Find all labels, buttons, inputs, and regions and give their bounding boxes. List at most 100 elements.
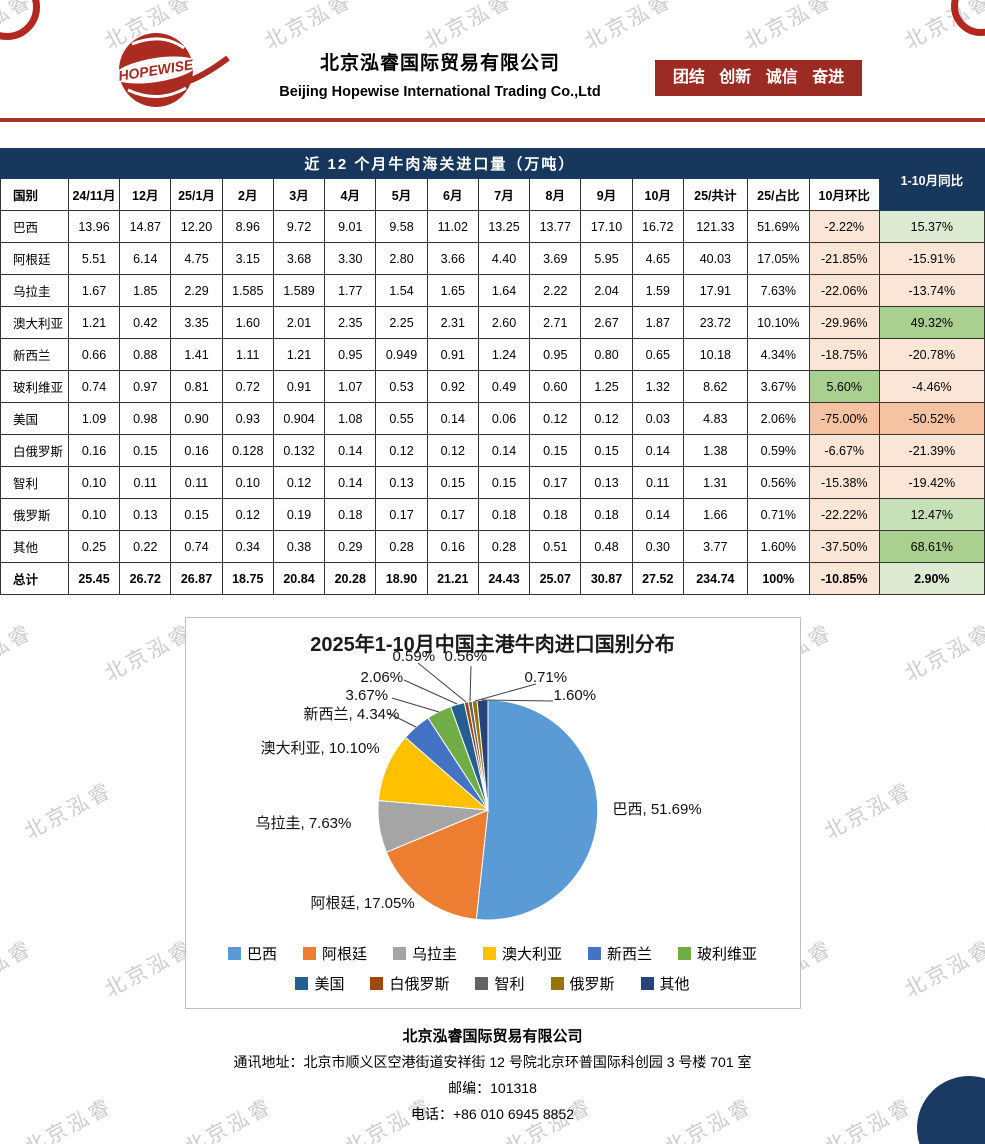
yoy-change-cell: 68.61% (878, 530, 985, 563)
table-row: 巴西 13.96 14.87 12.20 8.96 9.72 9.01 9.58 11.02 13… (0, 210, 985, 243)
value-cell: 30.87 (580, 562, 633, 595)
value-cell: 17.10 (580, 210, 633, 243)
corner-decoration-top-right (951, 0, 985, 36)
pie-label: 3.67% (345, 687, 389, 704)
value-cell: 1.32 (631, 370, 684, 403)
legend-swatch (588, 947, 602, 960)
company-name-en: Beijing Hopewise International Trading C… (279, 84, 601, 100)
value-cell: 2.35 (324, 306, 377, 339)
value-cell: 0.03 (631, 402, 684, 435)
callout-leader-line (417, 662, 466, 703)
yoy-change-cell: -21.39% (878, 434, 985, 467)
column-header-yoy: 1-10月同比 (878, 148, 985, 211)
column-header: 国别 (0, 178, 69, 211)
value-cell: 25.45 (67, 562, 121, 595)
value-cell: 3.66 (426, 242, 479, 275)
value-cell: 4.34% (746, 338, 810, 371)
country-cell: 俄罗斯 (0, 498, 69, 531)
value-cell: 0.15 (477, 466, 531, 499)
value-cell: 0.15 (426, 466, 479, 499)
column-header: 10月环比 (808, 178, 880, 211)
value-cell: 3.35 (170, 306, 223, 339)
yoy-change-cell: 2.90% (878, 562, 985, 595)
table-row: 其他 0.25 0.22 0.74 0.34 0.38 0.29 0.28 0.16 0.28 0.… (0, 530, 985, 563)
value-cell: 0.71% (746, 498, 810, 531)
callout-leader-line (391, 697, 439, 713)
value-cell: 0.15 (580, 434, 633, 467)
header-divider (0, 118, 985, 122)
value-cell: 26.87 (170, 562, 223, 595)
value-cell: 10.10% (746, 306, 810, 339)
column-header: 5月 (375, 178, 428, 211)
pie-label: 乌拉圭, 7.63% (255, 815, 352, 832)
value-cell: 0.92 (426, 370, 479, 403)
value-cell: 1.31 (682, 466, 748, 499)
value-cell: 6.14 (119, 242, 172, 275)
value-cell: 0.97 (119, 370, 172, 403)
company-name-block: 北京泓睿国际贸易有限公司 Beijing Hopewise Internatio… (255, 48, 625, 100)
yoy-change-cell: 12.47% (878, 498, 985, 531)
value-cell: 0.904 (272, 402, 326, 435)
value-cell: 1.585 (221, 274, 274, 307)
legend-label: 乌拉圭 (411, 946, 457, 963)
value-cell: 23.72 (682, 306, 748, 339)
legend-label: 巴西 (246, 946, 277, 963)
value-cell: 1.67 (67, 274, 121, 307)
value-cell: 0.90 (170, 402, 223, 435)
country-cell: 美国 (0, 402, 69, 435)
value-cell: 2.22 (529, 274, 582, 307)
value-cell: 0.19 (272, 498, 326, 531)
value-cell: 1.11 (221, 338, 274, 371)
value-cell: 10.18 (682, 338, 748, 371)
value-cell: 0.28 (375, 530, 428, 563)
value-cell: 0.30 (631, 530, 684, 563)
value-cell: 0.48 (580, 530, 633, 563)
legend-swatch (227, 947, 241, 960)
value-cell: 0.15 (119, 434, 172, 467)
column-header: 25/1月 (170, 178, 223, 211)
value-cell: 7.63% (746, 274, 810, 307)
value-cell: 18.75 (221, 562, 274, 595)
callout-leader-line (387, 712, 416, 728)
value-cell: 1.59 (631, 274, 684, 307)
value-cell: 0.98 (119, 402, 172, 435)
value-cell: 0.91 (426, 338, 479, 371)
footer-company-name: 北京泓睿国际贸易有限公司 (402, 1028, 583, 1045)
legend-swatch (302, 947, 316, 960)
legend-swatch (475, 977, 489, 990)
value-cell: 234.74 (682, 562, 748, 595)
value-cell: 0.12 (221, 498, 274, 531)
value-cell: 0.12 (375, 434, 428, 467)
mom-change-cell: -10.85% (808, 562, 880, 595)
legend-label: 阿根廷 (321, 946, 367, 963)
value-cell: 3.30 (324, 242, 377, 275)
column-header: 3月 (272, 178, 326, 211)
value-cell: 3.15 (221, 242, 274, 275)
legend-item: 白俄罗斯 (370, 973, 449, 994)
legend-swatch (370, 977, 384, 990)
pie-slice-0 (475, 699, 598, 921)
value-cell: 121.33 (682, 210, 748, 243)
value-cell: 0.95 (529, 338, 582, 371)
legend-item: 阿根廷 (302, 943, 367, 964)
value-cell: 0.18 (580, 498, 633, 531)
legend-item: 俄罗斯 (550, 973, 615, 994)
value-cell: 9.58 (375, 210, 428, 243)
column-header: 9月 (580, 178, 633, 211)
value-cell: 51.69% (746, 210, 810, 243)
callout-leader-line (474, 683, 536, 702)
value-cell: 0.74 (67, 370, 121, 403)
value-cell: 0.51 (529, 530, 582, 563)
value-cell: 0.17 (375, 498, 428, 531)
value-cell: 0.74 (170, 530, 223, 563)
footer-zip: 邮编：101318 (448, 1080, 537, 1096)
value-cell: 0.18 (477, 498, 531, 531)
mom-change-cell: -29.96% (808, 306, 880, 339)
callout-leader-line (469, 665, 471, 702)
value-cell: 0.18 (529, 498, 582, 531)
column-header: 8月 (529, 178, 582, 211)
pie-label: 0.71% (524, 669, 568, 686)
value-cell: 0.29 (324, 530, 377, 563)
value-cell: 0.93 (221, 402, 274, 435)
value-cell: 1.25 (580, 370, 633, 403)
